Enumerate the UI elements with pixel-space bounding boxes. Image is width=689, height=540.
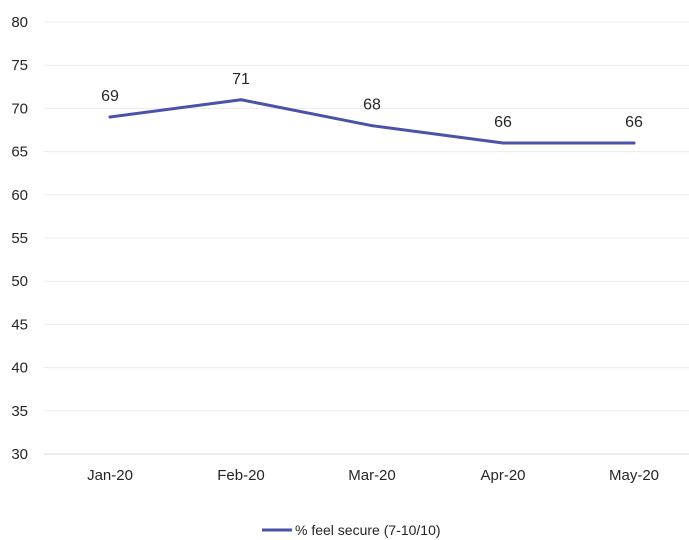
y-tick-label: 75 bbox=[11, 57, 28, 74]
data-point bbox=[632, 141, 636, 145]
x-tick-label: Feb-20 bbox=[217, 467, 265, 484]
data-label: 69 bbox=[101, 88, 119, 105]
y-tick-label: 60 bbox=[11, 187, 28, 204]
data-point bbox=[239, 98, 243, 102]
y-tick-label: 65 bbox=[11, 144, 28, 161]
y-axis: 30 35 40 45 50 55 60 65 70 75 80 bbox=[11, 14, 28, 463]
y-tick-label: 30 bbox=[11, 446, 28, 463]
data-labels: 69 71 68 66 66 bbox=[101, 71, 643, 131]
data-label: 68 bbox=[363, 97, 381, 114]
data-point bbox=[108, 115, 112, 119]
y-tick-label: 35 bbox=[11, 403, 28, 420]
legend: % feel secure (7-10/10) bbox=[262, 522, 441, 538]
data-label: 66 bbox=[625, 114, 643, 131]
x-tick-label: Jan-20 bbox=[87, 467, 133, 484]
x-tick-label: Apr-20 bbox=[480, 467, 525, 484]
y-tick-label: 50 bbox=[11, 273, 28, 290]
y-tick-label: 40 bbox=[11, 360, 28, 377]
y-tick-label: 55 bbox=[11, 230, 28, 247]
x-axis: Jan-20 Feb-20 Mar-20 Apr-20 May-20 bbox=[87, 467, 659, 484]
series-layer bbox=[108, 98, 636, 145]
grid-layer bbox=[44, 21, 689, 455]
data-label: 71 bbox=[232, 71, 250, 88]
y-tick-label: 80 bbox=[11, 14, 28, 31]
x-tick-label: Mar-20 bbox=[348, 467, 396, 484]
legend-label: % feel secure (7-10/10) bbox=[295, 522, 441, 538]
x-tick-label: May-20 bbox=[609, 467, 659, 484]
data-point bbox=[501, 141, 505, 145]
y-tick-label: 70 bbox=[11, 100, 28, 117]
data-point bbox=[370, 124, 374, 128]
y-tick-label: 45 bbox=[11, 316, 28, 333]
data-label: 66 bbox=[494, 114, 512, 131]
